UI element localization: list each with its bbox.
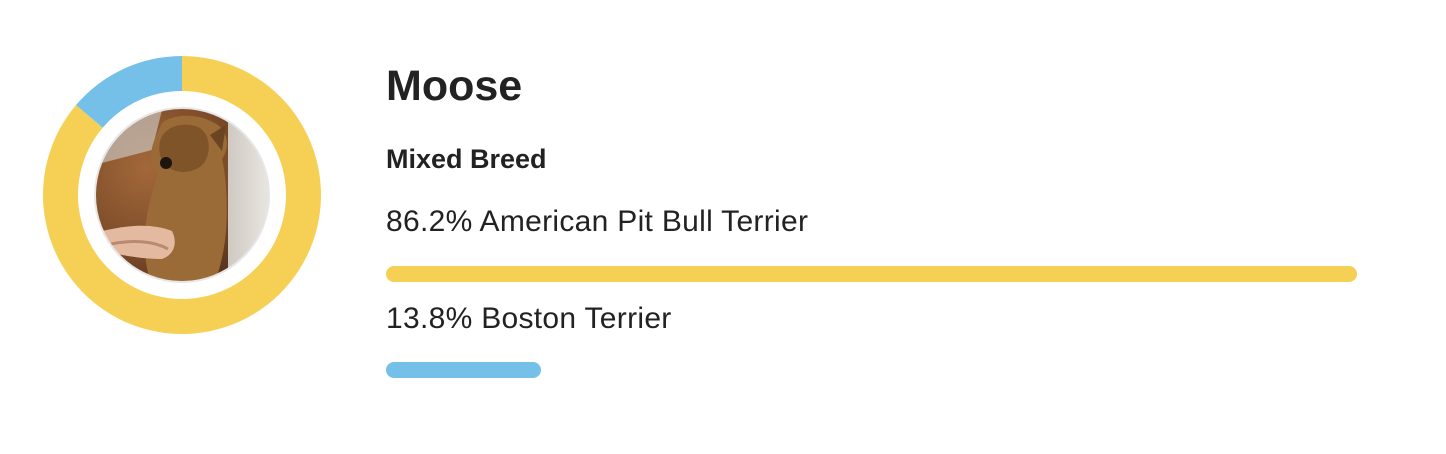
breed-type: Mixed Breed <box>386 144 547 174</box>
breed-info: Moose Mixed Breed 86.2% American Pit Bul… <box>386 58 1366 378</box>
breed-label: 86.2% American Pit Bull Terrier <box>386 205 809 238</box>
photo-border <box>94 107 270 283</box>
breed-row-pit-bull: 86.2% American Pit Bull Terrier <box>386 204 1366 240</box>
breed-label: 13.8% Boston Terrier <box>386 302 672 335</box>
breed-bar-boston <box>386 362 542 378</box>
breed-bar-track <box>386 266 1357 282</box>
breed-row-boston: 13.8% Boston Terrier <box>386 301 1366 337</box>
dog-photo-icon <box>95 108 269 282</box>
donut-segment-boston-terrier <box>76 56 182 128</box>
breed-bar-pit-bull <box>386 266 1357 282</box>
breed-donut-chart <box>42 55 322 335</box>
breed-bar-track <box>386 362 1357 378</box>
dog-name: Moose <box>386 62 523 110</box>
donut-svg <box>43 56 322 334</box>
donut-segments <box>43 56 322 334</box>
